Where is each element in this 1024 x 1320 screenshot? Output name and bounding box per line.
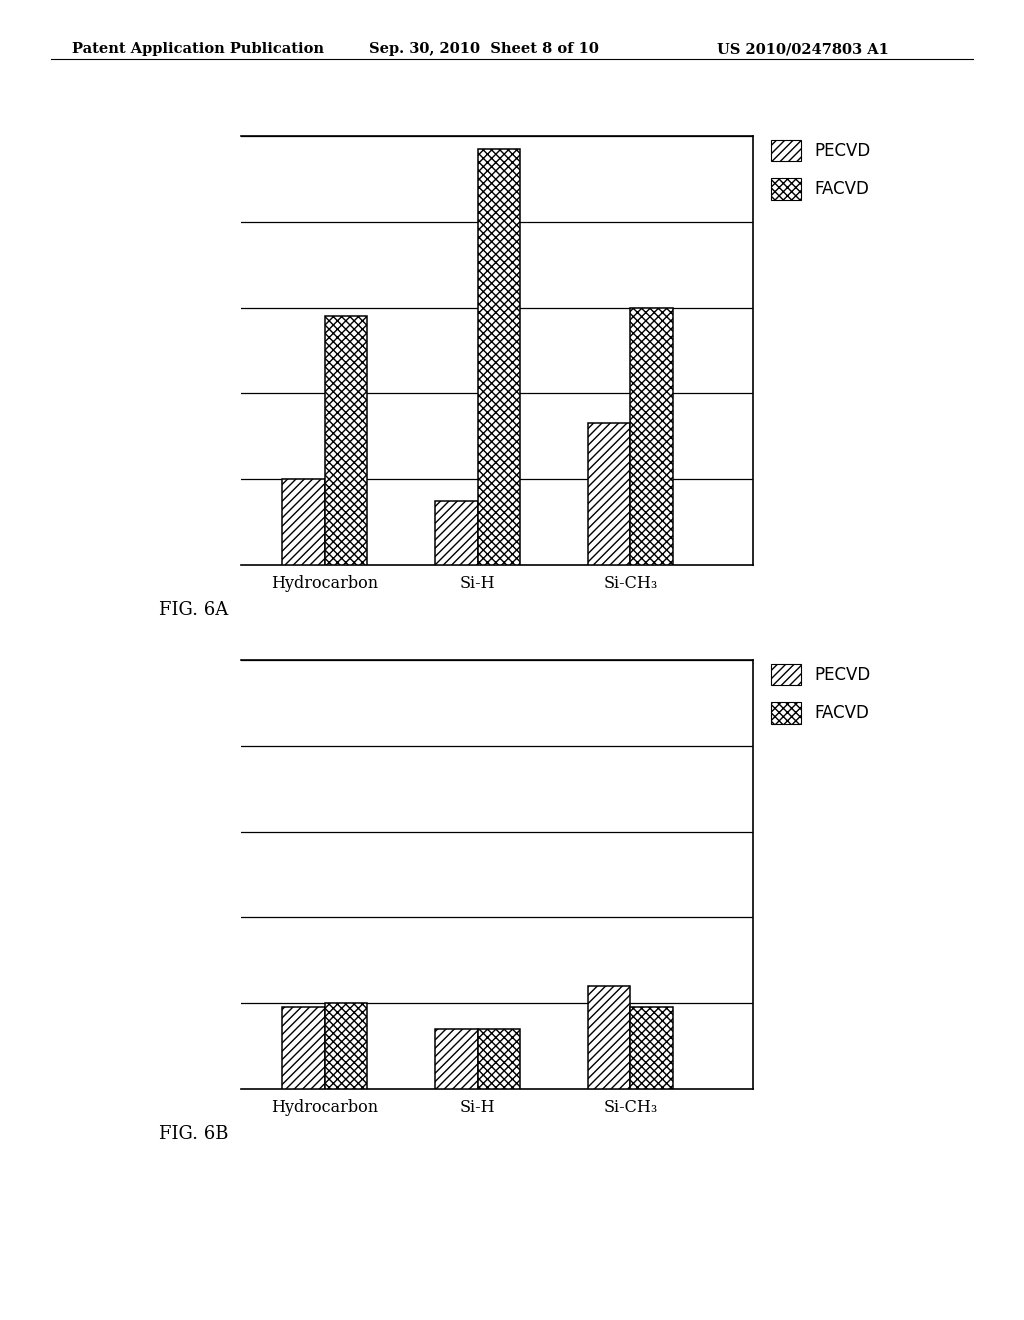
Bar [588,986,631,1089]
Bar [477,1030,520,1089]
Text: Sep. 30, 2010  Sheet 8 of 10: Sep. 30, 2010 Sheet 8 of 10 [369,42,598,57]
Bar [631,1007,673,1089]
Bar [477,149,520,565]
Bar [325,317,368,565]
Text: US 2010/0247803 A1: US 2010/0247803 A1 [717,42,889,57]
Bar [282,479,325,565]
Text: FIG. 6B: FIG. 6B [159,1125,228,1143]
Bar [435,500,477,565]
Bar [435,1030,477,1089]
Bar [325,1003,368,1089]
Bar [588,424,631,565]
Legend: PECVD, FACVD: PECVD, FACVD [771,664,870,723]
Bar [631,308,673,565]
Text: FIG. 6A: FIG. 6A [159,601,228,619]
Legend: PECVD, FACVD: PECVD, FACVD [771,140,870,199]
Text: Patent Application Publication: Patent Application Publication [72,42,324,57]
Bar [282,1007,325,1089]
